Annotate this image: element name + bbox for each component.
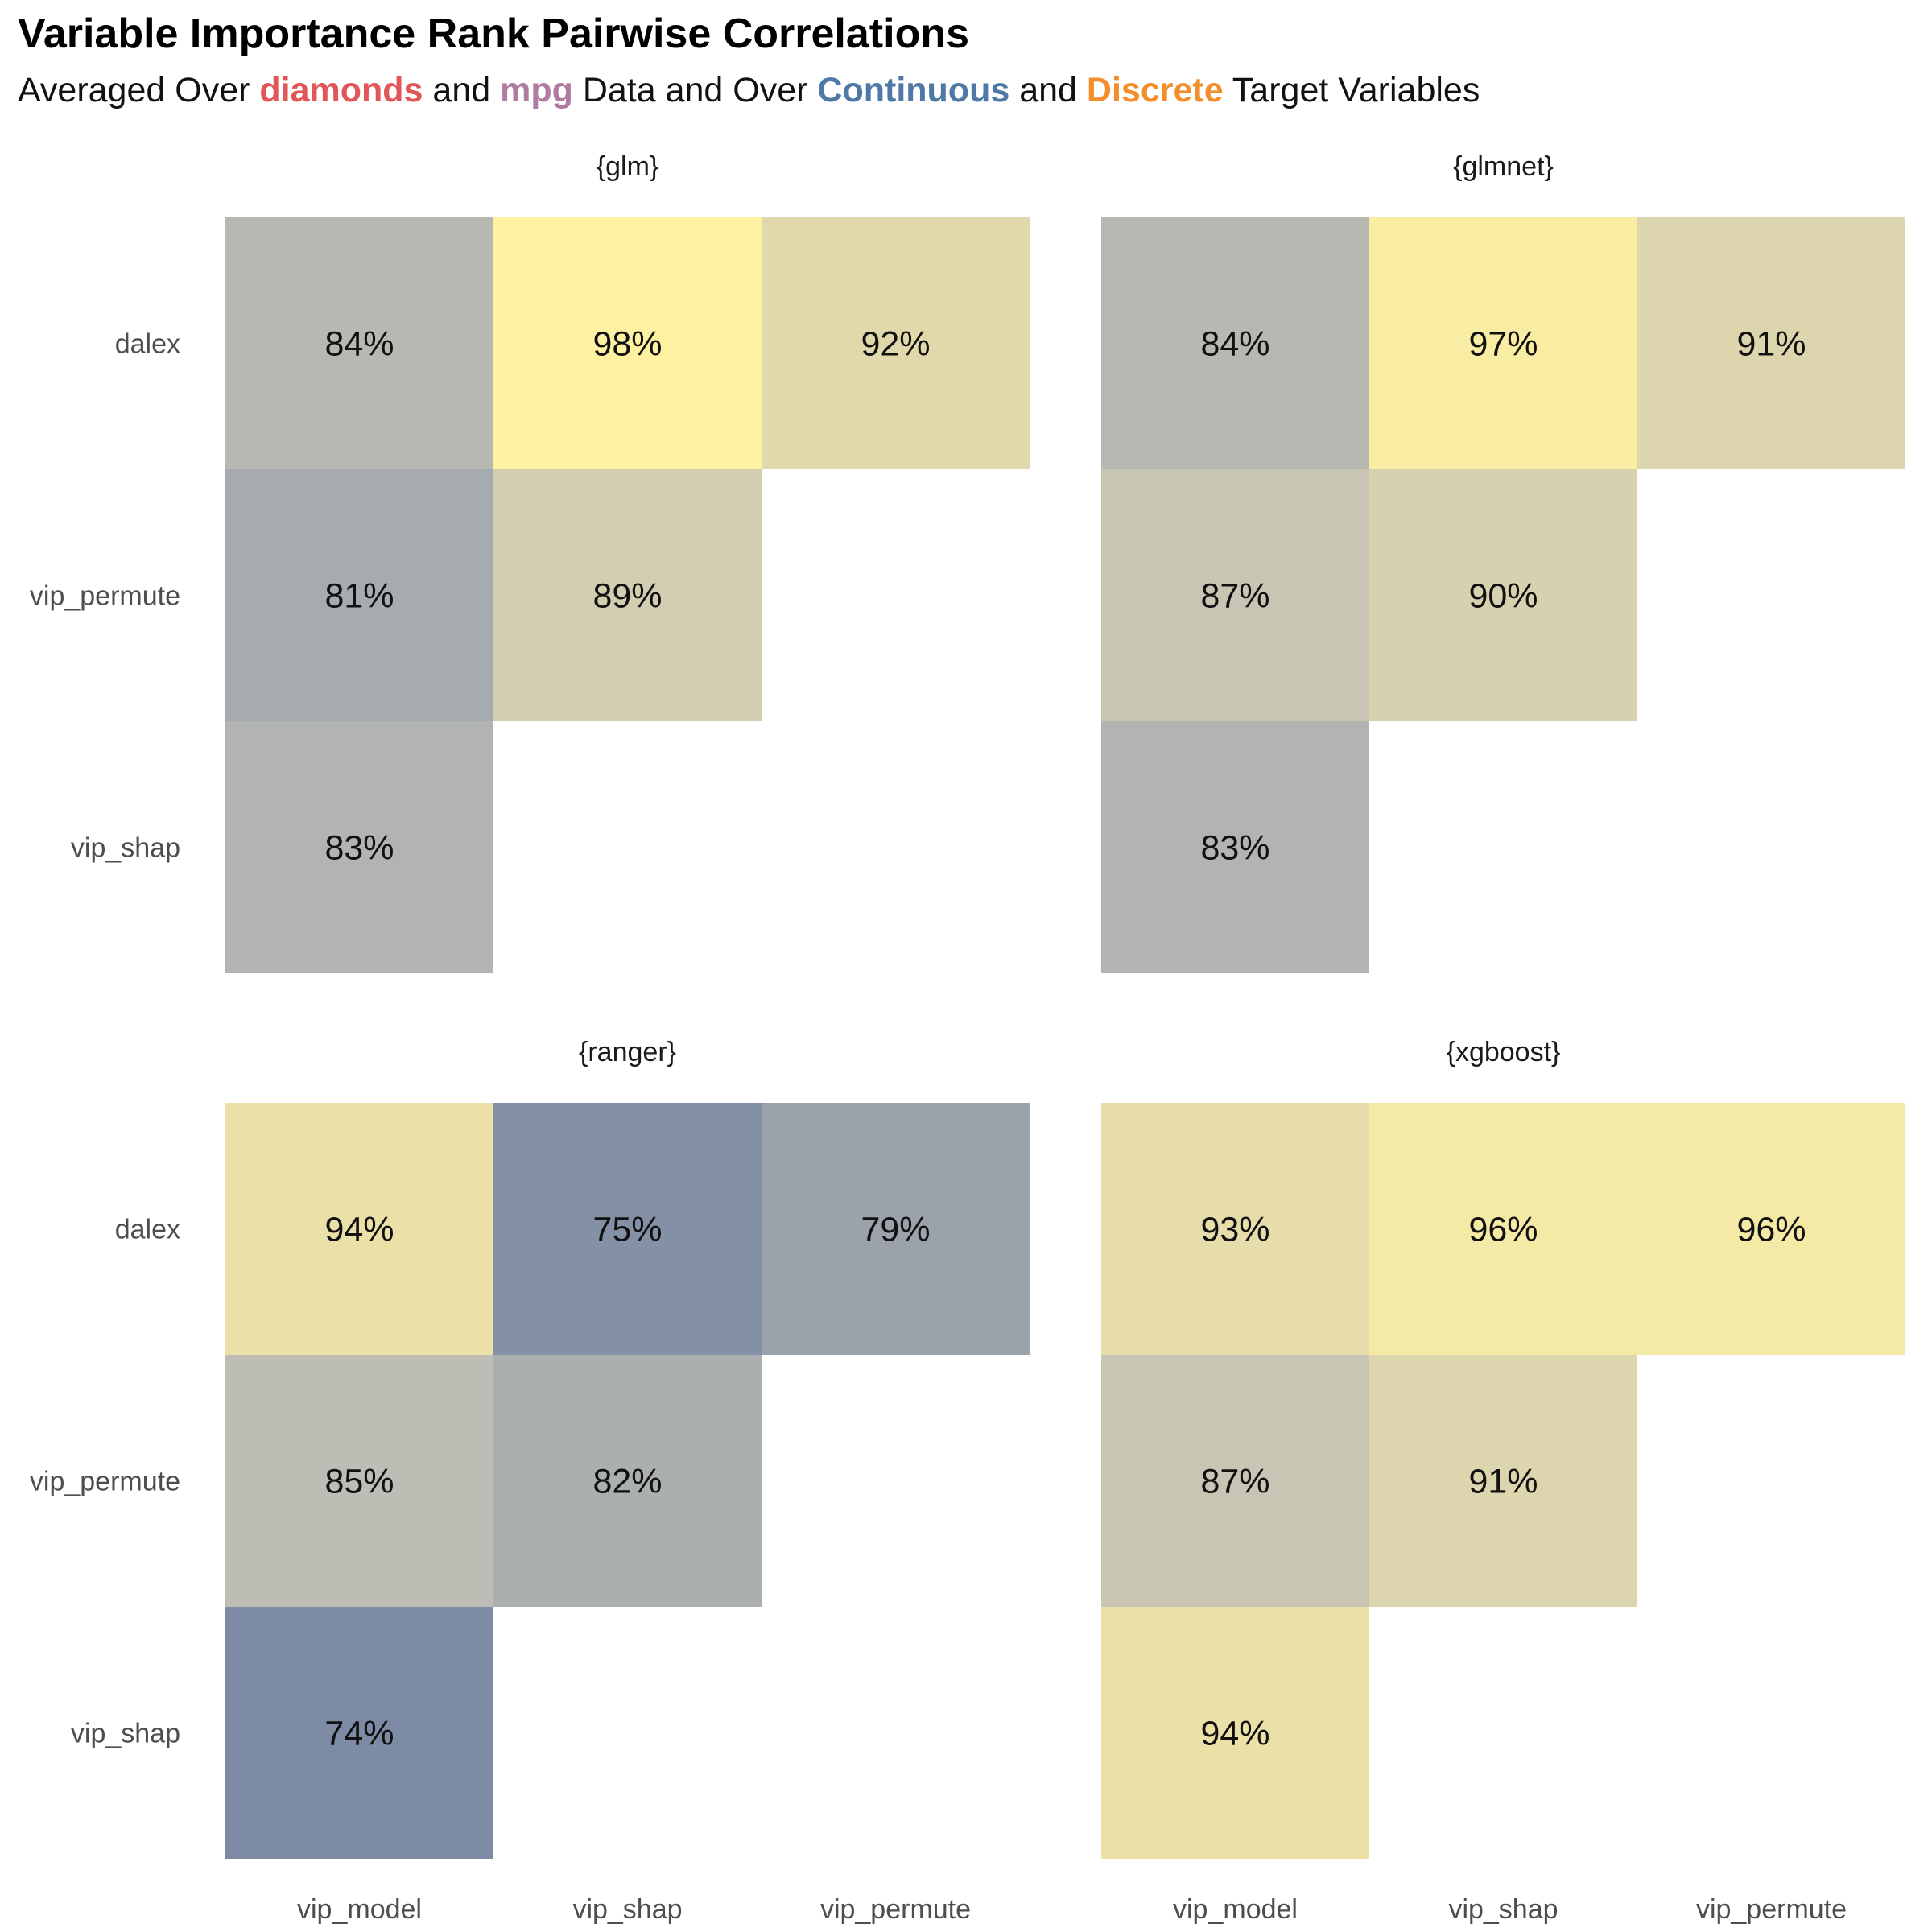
y-tick-label: vip_permute (30, 1467, 180, 1497)
heatmap-cell (1637, 217, 1905, 469)
x-tick-label: vip_model (1173, 1894, 1298, 1925)
heatmap-cell (225, 1355, 493, 1607)
cell-label: 93% (1200, 1211, 1269, 1249)
cell-label: 89% (592, 577, 662, 616)
heatmap-cell (225, 1103, 493, 1355)
cell-label: 96% (1736, 1211, 1806, 1249)
cell-label: 96% (1468, 1211, 1538, 1249)
cell-label: 74% (324, 1715, 394, 1753)
panel-title: {ranger} (579, 1037, 676, 1067)
cell-label: 87% (1200, 577, 1269, 616)
subtitle-text-4: and (1009, 71, 1087, 109)
chart-subtitle: Averaged Over diamonds and mpg Data and … (18, 71, 1480, 110)
heatmap-cell (1369, 469, 1637, 721)
cell-label: 84% (1200, 325, 1269, 364)
cell-label: 83% (1200, 829, 1269, 868)
cell-label: 91% (1468, 1463, 1538, 1501)
cell-label: 90% (1468, 577, 1538, 616)
cell-label: 84% (324, 325, 394, 364)
heatmap-cell (493, 469, 762, 721)
chart-title: Variable Importance Rank Pairwise Correl… (18, 10, 970, 57)
heatmap-cell (1101, 1355, 1369, 1607)
cell-label: 82% (592, 1463, 662, 1501)
heatmap-cell (1101, 1103, 1369, 1355)
heatmap-cell (225, 1607, 493, 1859)
heatmap-cell (493, 217, 762, 469)
heatmap-cell (1637, 1103, 1905, 1355)
heatmap-cell (1101, 469, 1369, 721)
cell-label: 75% (592, 1211, 662, 1249)
subtitle-continuous: Continuous (817, 71, 1010, 109)
x-tick-label: vip_shap (1448, 1894, 1558, 1925)
cell-label: 94% (1200, 1715, 1269, 1753)
subtitle-text-2: and (423, 71, 501, 109)
cell-label: 83% (324, 829, 394, 868)
y-tick-label: dalex (115, 1215, 180, 1245)
heatmap-cell (1369, 1103, 1637, 1355)
panel-glmnet: {glmnet} 84% 97% 91% 87% 90% 83% (1101, 151, 1905, 973)
panel-glm: {glm} 84% 98% 92% 81% 89% 83% dalex vip_permutev… (30, 151, 1030, 973)
panel-title: {xgboost} (1447, 1037, 1561, 1067)
heatmap-cell (225, 217, 493, 469)
cell-label: 79% (861, 1211, 930, 1249)
heatmap-cell (762, 217, 1030, 469)
heatmap-cell (493, 1103, 762, 1355)
x-tick-label: vip_shap (572, 1894, 682, 1925)
y-tick-label: vip_shap (71, 1719, 180, 1749)
y-tick-label: vip_permute (30, 581, 180, 612)
subtitle-text-5: Target Variables (1223, 71, 1480, 109)
subtitle-text-3: Data and Over (572, 71, 818, 109)
heatmap-cell (1101, 1607, 1369, 1859)
heatmap-cell (1369, 217, 1637, 469)
cell-label: 98% (592, 325, 662, 364)
heatmap-cell (1369, 1355, 1637, 1607)
cell-label: 87% (1200, 1463, 1269, 1501)
heatmap-cell (762, 1103, 1030, 1355)
heatmap-cell (225, 721, 493, 973)
subtitle-text-1: Averaged Over (18, 71, 260, 109)
subtitle-mpg: mpg (500, 71, 573, 109)
heatmap-cell (493, 1355, 762, 1607)
cell-label: 97% (1468, 325, 1538, 364)
y-tick-label: dalex (115, 329, 180, 360)
panel-xgboost: {xgboost} 93% 96% 96% 87% 91% 94% vip_model vip_… (1101, 1037, 1905, 1925)
heatmap-cell (1101, 721, 1369, 973)
x-tick-label: vip_permute (1696, 1894, 1847, 1925)
x-tick-label: vip_permute (820, 1894, 971, 1925)
x-tick-label: vip_model (297, 1894, 422, 1925)
heatmap-cell (225, 469, 493, 721)
cell-label: 92% (861, 325, 930, 364)
panel-title: {glm} (597, 151, 659, 182)
y-tick-label: vip_shap (71, 833, 180, 864)
subtitle-diamonds: diamonds (259, 71, 423, 109)
cell-label: 94% (324, 1211, 394, 1249)
cell-label: 91% (1736, 325, 1806, 364)
panel-title: {glmnet} (1453, 151, 1554, 182)
heatmap-cell (1101, 217, 1369, 469)
subtitle-discrete: Discrete (1086, 71, 1224, 109)
panel-ranger: {ranger} 94% 75% 79% 85% 82% 74% dalex vip_permu… (30, 1037, 1030, 1925)
cell-label: 81% (324, 577, 394, 616)
cell-label: 85% (324, 1463, 394, 1501)
